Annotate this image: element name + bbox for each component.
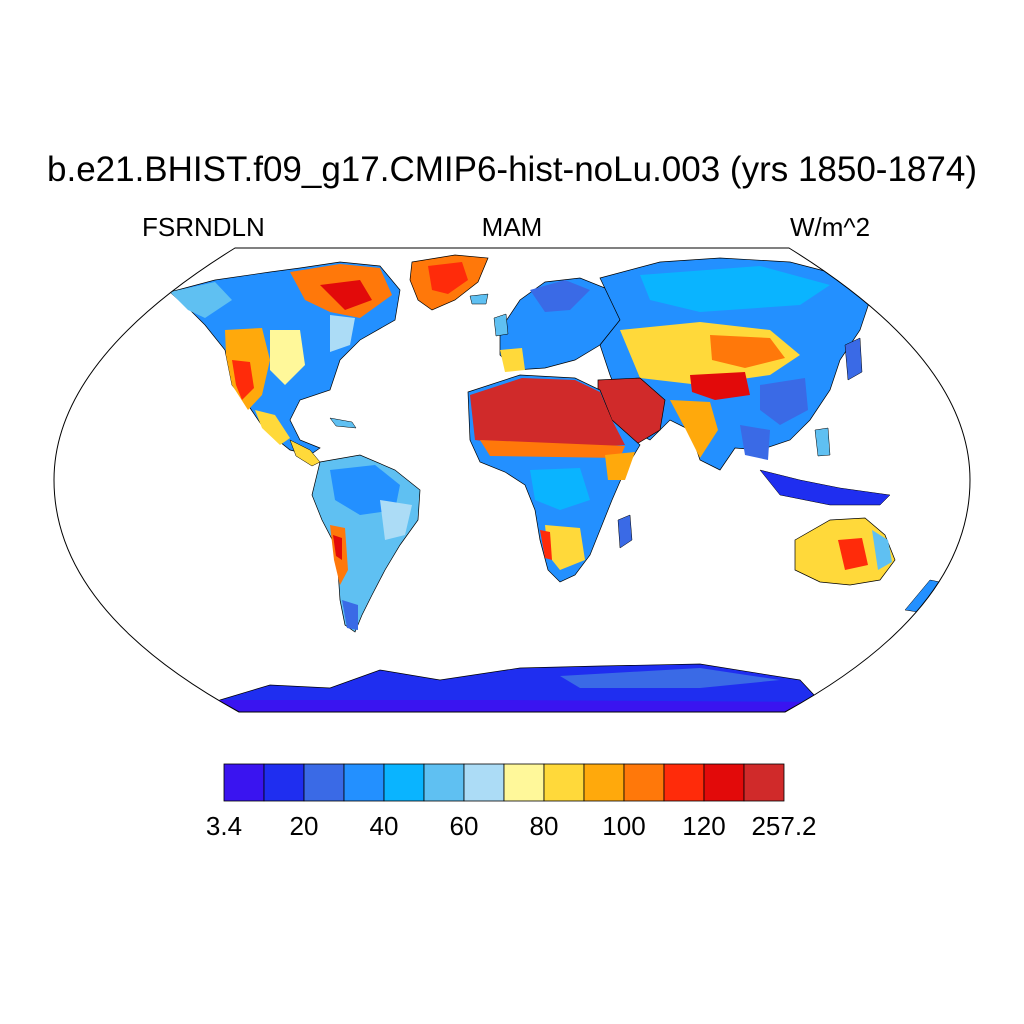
- region-central-africa: [530, 468, 590, 510]
- region-patagonia: [342, 600, 358, 630]
- colorbar-box-2: [303, 763, 345, 802]
- region-west-us-hot: [232, 360, 254, 400]
- region-iberia: [500, 348, 525, 372]
- land-caribbean: [329, 417, 357, 429]
- region-horn-africa: [605, 452, 635, 480]
- land-madagascar: [617, 514, 633, 549]
- colorbar-label: 120: [682, 811, 725, 841]
- region-great-plains: [270, 330, 305, 385]
- colorbar-label: 257.2: [751, 811, 816, 841]
- region-alaska: [170, 282, 232, 318]
- colorbar-box-7: [503, 763, 545, 802]
- region-brazil-east: [380, 500, 412, 540]
- season-label: MAM: [481, 212, 543, 242]
- colorbar-box-6: [463, 763, 505, 802]
- colorbar-label: 100: [602, 811, 645, 841]
- colorbar-box-13: [743, 763, 785, 802]
- region-sahel: [480, 440, 625, 458]
- colorbar-box-4: [383, 763, 425, 802]
- land-japan: [844, 337, 863, 381]
- region-sahara: [470, 378, 625, 448]
- region-namib: [540, 530, 552, 560]
- colorbar-box-1: [263, 763, 305, 802]
- colorbar-label: 40: [370, 811, 399, 841]
- region-canadian-arctic-hot: [320, 280, 372, 310]
- units-label: W/m^2: [790, 212, 871, 242]
- land-central-america: [289, 439, 321, 467]
- region-india: [670, 400, 718, 458]
- region-hudson-area: [330, 315, 355, 352]
- colorbar-box-8: [543, 763, 585, 802]
- region-east-china: [760, 378, 808, 425]
- land-indonesia: [759, 469, 891, 506]
- region-australia-core: [838, 538, 868, 570]
- colorbar-label: 60: [450, 811, 479, 841]
- colorbar-box-3: [343, 763, 385, 802]
- region-australia-east: [872, 530, 892, 570]
- colorbar-box-9: [583, 763, 625, 802]
- region-siberia: [640, 266, 830, 312]
- plot-title: b.e21.BHIST.f09_g17.CMIP6-hist-noLu.003 …: [47, 150, 977, 189]
- variable-label: FSRNDLN: [142, 212, 265, 242]
- colorbar-label: 20: [290, 811, 319, 841]
- land-iceland: [469, 293, 489, 305]
- region-east-antarctica-coast: [560, 668, 780, 688]
- colorbar-box-12: [703, 763, 745, 802]
- colorbar-box-11: [663, 763, 705, 802]
- region-antarctica-interior: [200, 700, 830, 712]
- land-british-isles: [493, 313, 509, 337]
- land-philippines: [814, 427, 831, 457]
- map-border: [53, 247, 971, 713]
- region-kalahari: [545, 525, 585, 570]
- region-scandinavia: [530, 280, 590, 312]
- colorbar-label: 80: [530, 811, 559, 841]
- region-andes-hot: [333, 535, 342, 560]
- region-greenland-core: [428, 262, 468, 294]
- region-tibet: [690, 372, 750, 400]
- region-gobi: [710, 335, 785, 368]
- colorbar-box-0: [223, 763, 265, 802]
- region-mexico: [255, 410, 290, 445]
- colorbar-label: 3.4: [206, 811, 242, 841]
- region-indochina: [740, 425, 770, 460]
- colorbar-box-10: [623, 763, 665, 802]
- colorbar-box-5: [423, 763, 465, 802]
